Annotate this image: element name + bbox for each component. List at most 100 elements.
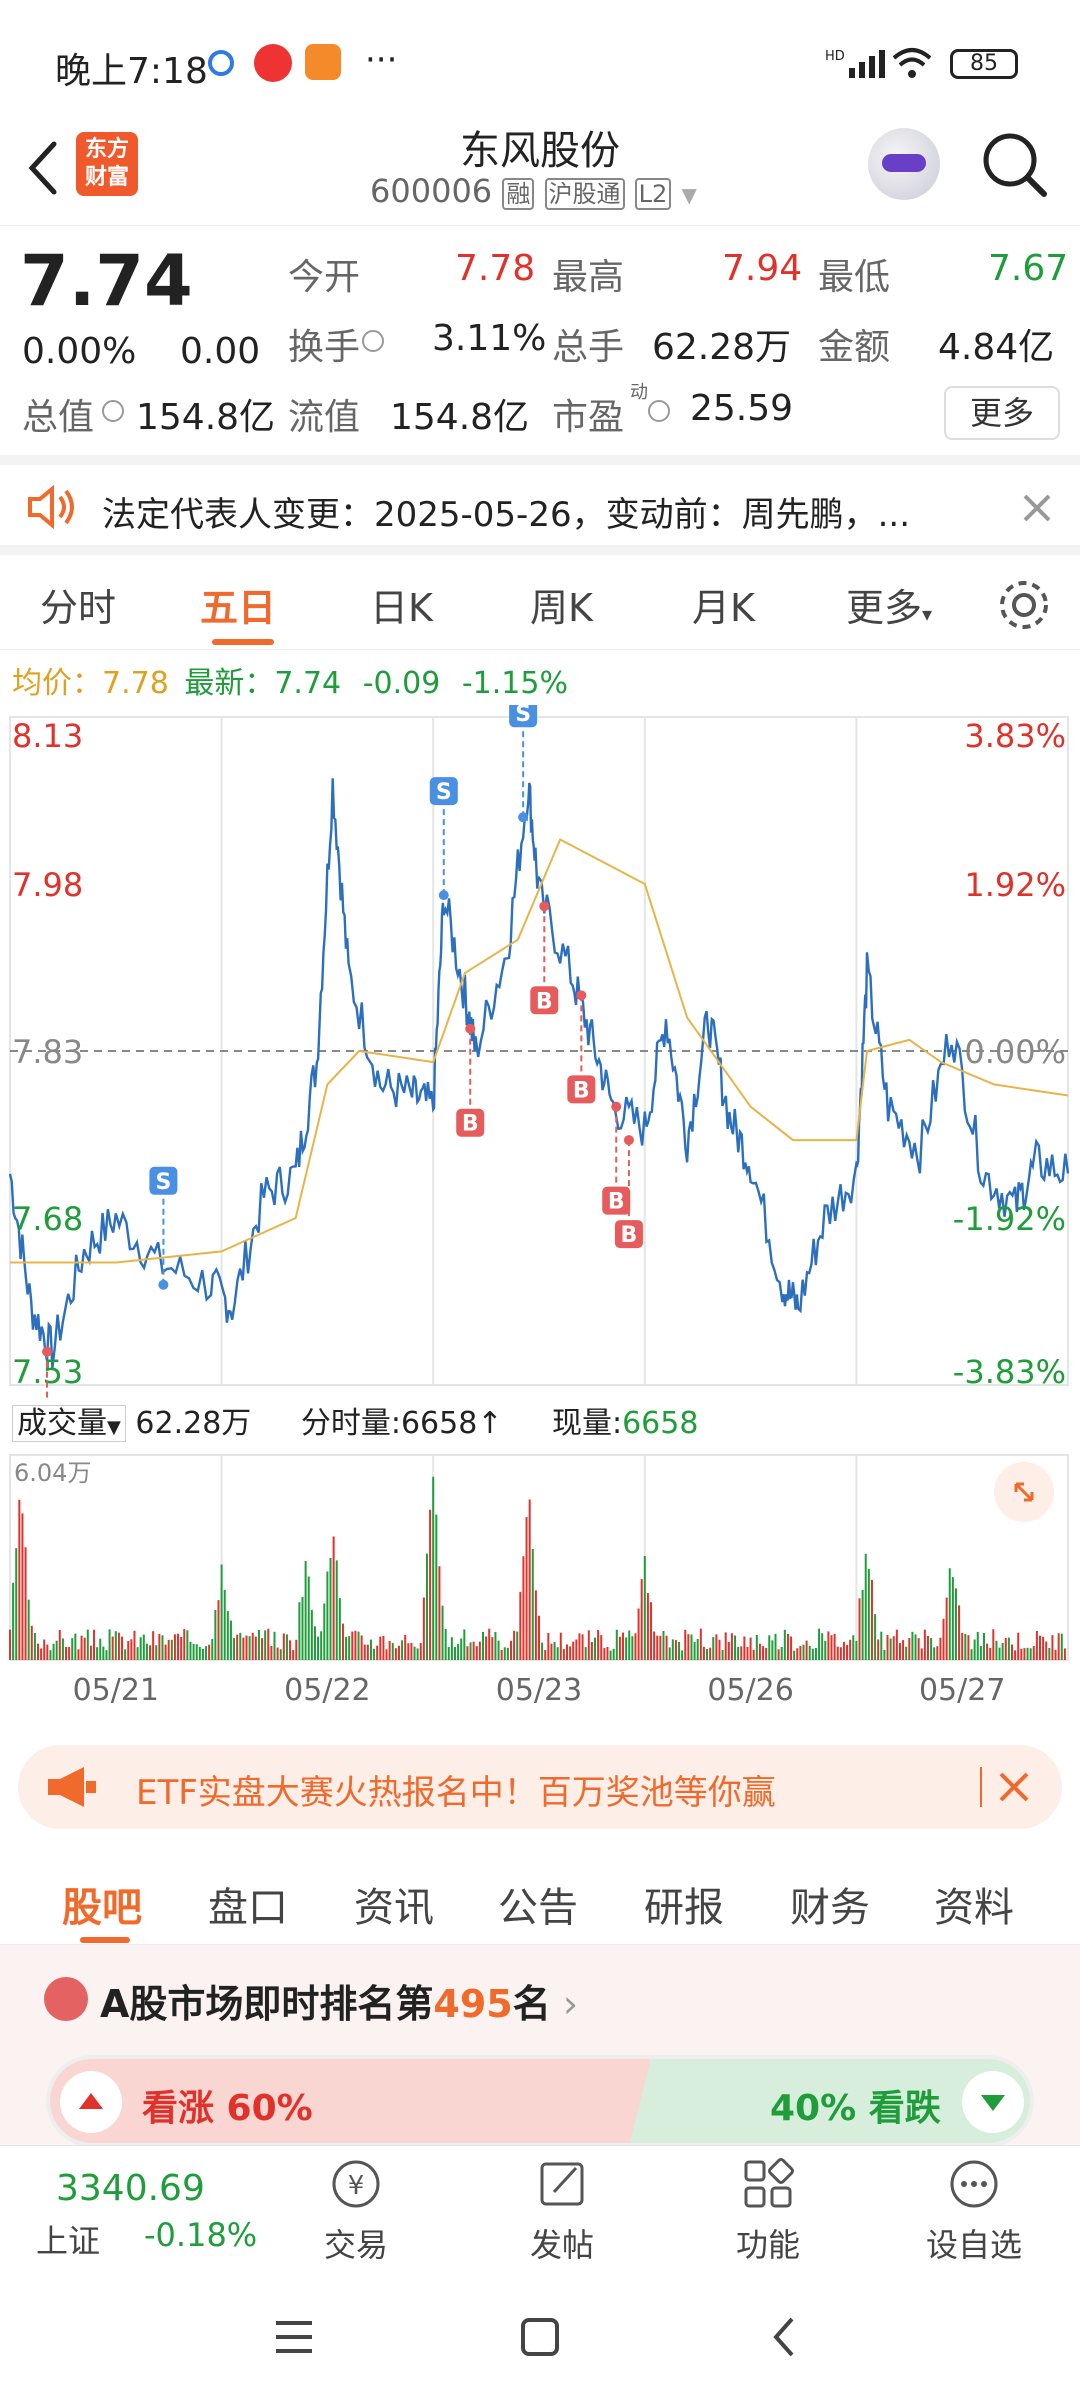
signal-badge-b <box>567 1075 596 1104</box>
margin-tag: 融 <box>502 178 535 210</box>
search-icon[interactable] <box>980 130 1050 202</box>
dropdown-icon[interactable]: ▼ <box>681 183 697 207</box>
bear-button[interactable] <box>962 2071 1024 2133</box>
index-name: 上证 <box>36 2222 101 2260</box>
notice-bar[interactable]: 法定代表人变更：2025-05-26，变动前：周先鹏，... <box>0 455 1080 555</box>
signal-label: B <box>608 1190 625 1215</box>
turnover-label: 换手 <box>288 327 361 368</box>
settings-icon[interactable] <box>996 577 1052 633</box>
float-value: 154.8亿 <box>390 397 530 438</box>
trade-button[interactable]: ¥ 交易 <box>296 2156 416 2266</box>
avg-value: 7.78 <box>102 666 169 701</box>
signal-badge-b <box>456 1108 485 1137</box>
signal-dot <box>465 1023 476 1034</box>
megaphone-icon <box>48 1767 96 1807</box>
latest-change: -0.09 <box>362 666 441 701</box>
latest-change-pct: -1.15% <box>461 666 568 701</box>
avg-label: 均价： <box>12 666 102 701</box>
bottom-toolbar: 3340.69 上证 -0.18% ¥ 交易 发帖 功能 设自选 <box>0 2145 1080 2275</box>
amount-value: 4.84亿 <box>938 327 1055 368</box>
tab-rik[interactable]: 日K <box>370 586 433 630</box>
status-bar: 晚上7:18 ··· HD 85 <box>0 0 1080 120</box>
rank-suffix: 名 <box>512 1982 551 2026</box>
index-change: -0.18% <box>144 2216 258 2254</box>
stock-code-row: 600006 融 沪股通 L2 ▼ <box>370 172 697 210</box>
signal-label: S <box>515 705 531 727</box>
tab-yuek[interactable]: 月K <box>692 586 755 630</box>
battery-icon: 85 <box>950 49 1018 79</box>
mcap-label: 总值 <box>22 397 95 438</box>
rank-text[interactable]: A股市场即时排名第495名 › <box>100 1982 579 2026</box>
speaker-icon <box>28 485 74 529</box>
signal-dot <box>576 990 587 1001</box>
etf-banner[interactable]: ETF实盘大赛火热报名中！百万奖池等你赢 <box>18 1745 1062 1829</box>
signal-label: S <box>436 780 452 805</box>
logo-text-2: 财富 <box>84 165 129 190</box>
volume-label: 成交量 <box>17 1406 107 1441</box>
active-tab-indicator <box>212 639 274 645</box>
function-icon <box>744 2158 794 2208</box>
open-value: 7.78 <box>455 248 536 289</box>
post-label: 发帖 <box>529 2226 594 2264</box>
x-tick-label: 05/22 <box>284 1673 370 1708</box>
signal-badge-s <box>429 777 458 806</box>
subtab-gonggao[interactable]: 公告 <box>498 1885 578 1931</box>
signal-badge-b <box>602 1186 631 1215</box>
add-watchlist-label: 设自选 <box>925 2226 1022 2264</box>
mcap-info-icon[interactable] <box>102 400 124 422</box>
subtab-pankou[interactable]: 盘口 <box>208 1885 288 1931</box>
add-watchlist-button[interactable]: 设自选 <box>914 2156 1034 2266</box>
float-label: 流值 <box>288 397 361 438</box>
tab-zhouk[interactable]: 周K <box>530 586 593 630</box>
robot-assistant-icon[interactable] <box>868 128 940 200</box>
y-tick-right: 0.00% <box>964 1033 1066 1071</box>
subtab-guba[interactable]: 股吧 <box>62 1885 142 1931</box>
pe-info-icon[interactable] <box>648 400 670 422</box>
expand-chart-icon[interactable] <box>994 1462 1054 1522</box>
y-tick-right: -1.92% <box>953 1200 1066 1238</box>
volume-value: 62.28万 <box>652 327 792 368</box>
banner-close-icon[interactable] <box>998 1771 1030 1803</box>
tab-more[interactable]: 更多▾ <box>846 577 932 632</box>
eastmoney-logo[interactable]: 东方 财富 <box>76 132 138 196</box>
subtab-yanbao[interactable]: 研报 <box>644 1885 724 1931</box>
turnover-info-icon[interactable] <box>362 330 384 352</box>
home-nav-icon[interactable] <box>518 2315 562 2359</box>
banner-text: ETF实盘大赛火热报名中！百万奖池等你赢 <box>136 1773 776 1813</box>
now-volume-label: 现量: <box>551 1406 623 1441</box>
subtab-caiwu[interactable]: 财务 <box>790 1885 870 1931</box>
svg-text:¥: ¥ <box>348 2171 365 2201</box>
signal-icon: HD <box>825 49 885 78</box>
volume-chart[interactable]: 6.04万 05/21 05/22 05/23 05/26 05/27 <box>0 1445 1080 1730</box>
rank-number: 495 <box>433 1982 513 2026</box>
volume-selector[interactable]: 成交量▼ <box>12 1405 126 1442</box>
signal-dot <box>158 1279 169 1290</box>
more-quote-button[interactable]: 更多 <box>944 386 1060 440</box>
back-nav-icon[interactable] <box>770 2315 800 2359</box>
menu-nav-icon[interactable] <box>272 2317 316 2357</box>
l2-tag[interactable]: L2 <box>634 178 672 210</box>
quote-panel: 7.74 0.00% 0.00 今开 7.78 最高 7.94 最低 7.67 … <box>0 225 1080 455</box>
current-price: 7.74 <box>20 240 193 322</box>
back-icon[interactable] <box>22 138 62 198</box>
status-time: 晚上7:18 <box>55 51 208 92</box>
post-button[interactable]: 发帖 <box>502 2156 622 2266</box>
price-chart[interactable]: 8.13 3.83%7.98 1.92%7.83 0.00%7.68 -1.92%7.5… <box>0 705 1080 1400</box>
low-value: 7.67 <box>988 248 1069 289</box>
index-value[interactable]: 3340.69 <box>56 2168 205 2209</box>
tab-wuri[interactable]: 五日 <box>200 586 277 630</box>
signal-dot <box>42 1346 53 1357</box>
tab-fenshi[interactable]: 分时 <box>40 586 117 630</box>
high-value: 7.94 <box>722 248 803 289</box>
bull-button[interactable] <box>60 2071 122 2133</box>
signal-dot <box>623 1135 634 1146</box>
amount-label: 金额 <box>818 327 891 368</box>
stock-code: 600006 <box>370 172 493 210</box>
post-icon <box>540 2162 584 2206</box>
function-button[interactable]: 功能 <box>708 2156 828 2266</box>
banner-divider <box>980 1767 982 1807</box>
close-icon[interactable] <box>1022 493 1052 523</box>
low-label: 最低 <box>818 257 891 298</box>
subtab-ziliao[interactable]: 资料 <box>934 1885 1014 1931</box>
subtab-zixun[interactable]: 资讯 <box>354 1885 434 1931</box>
